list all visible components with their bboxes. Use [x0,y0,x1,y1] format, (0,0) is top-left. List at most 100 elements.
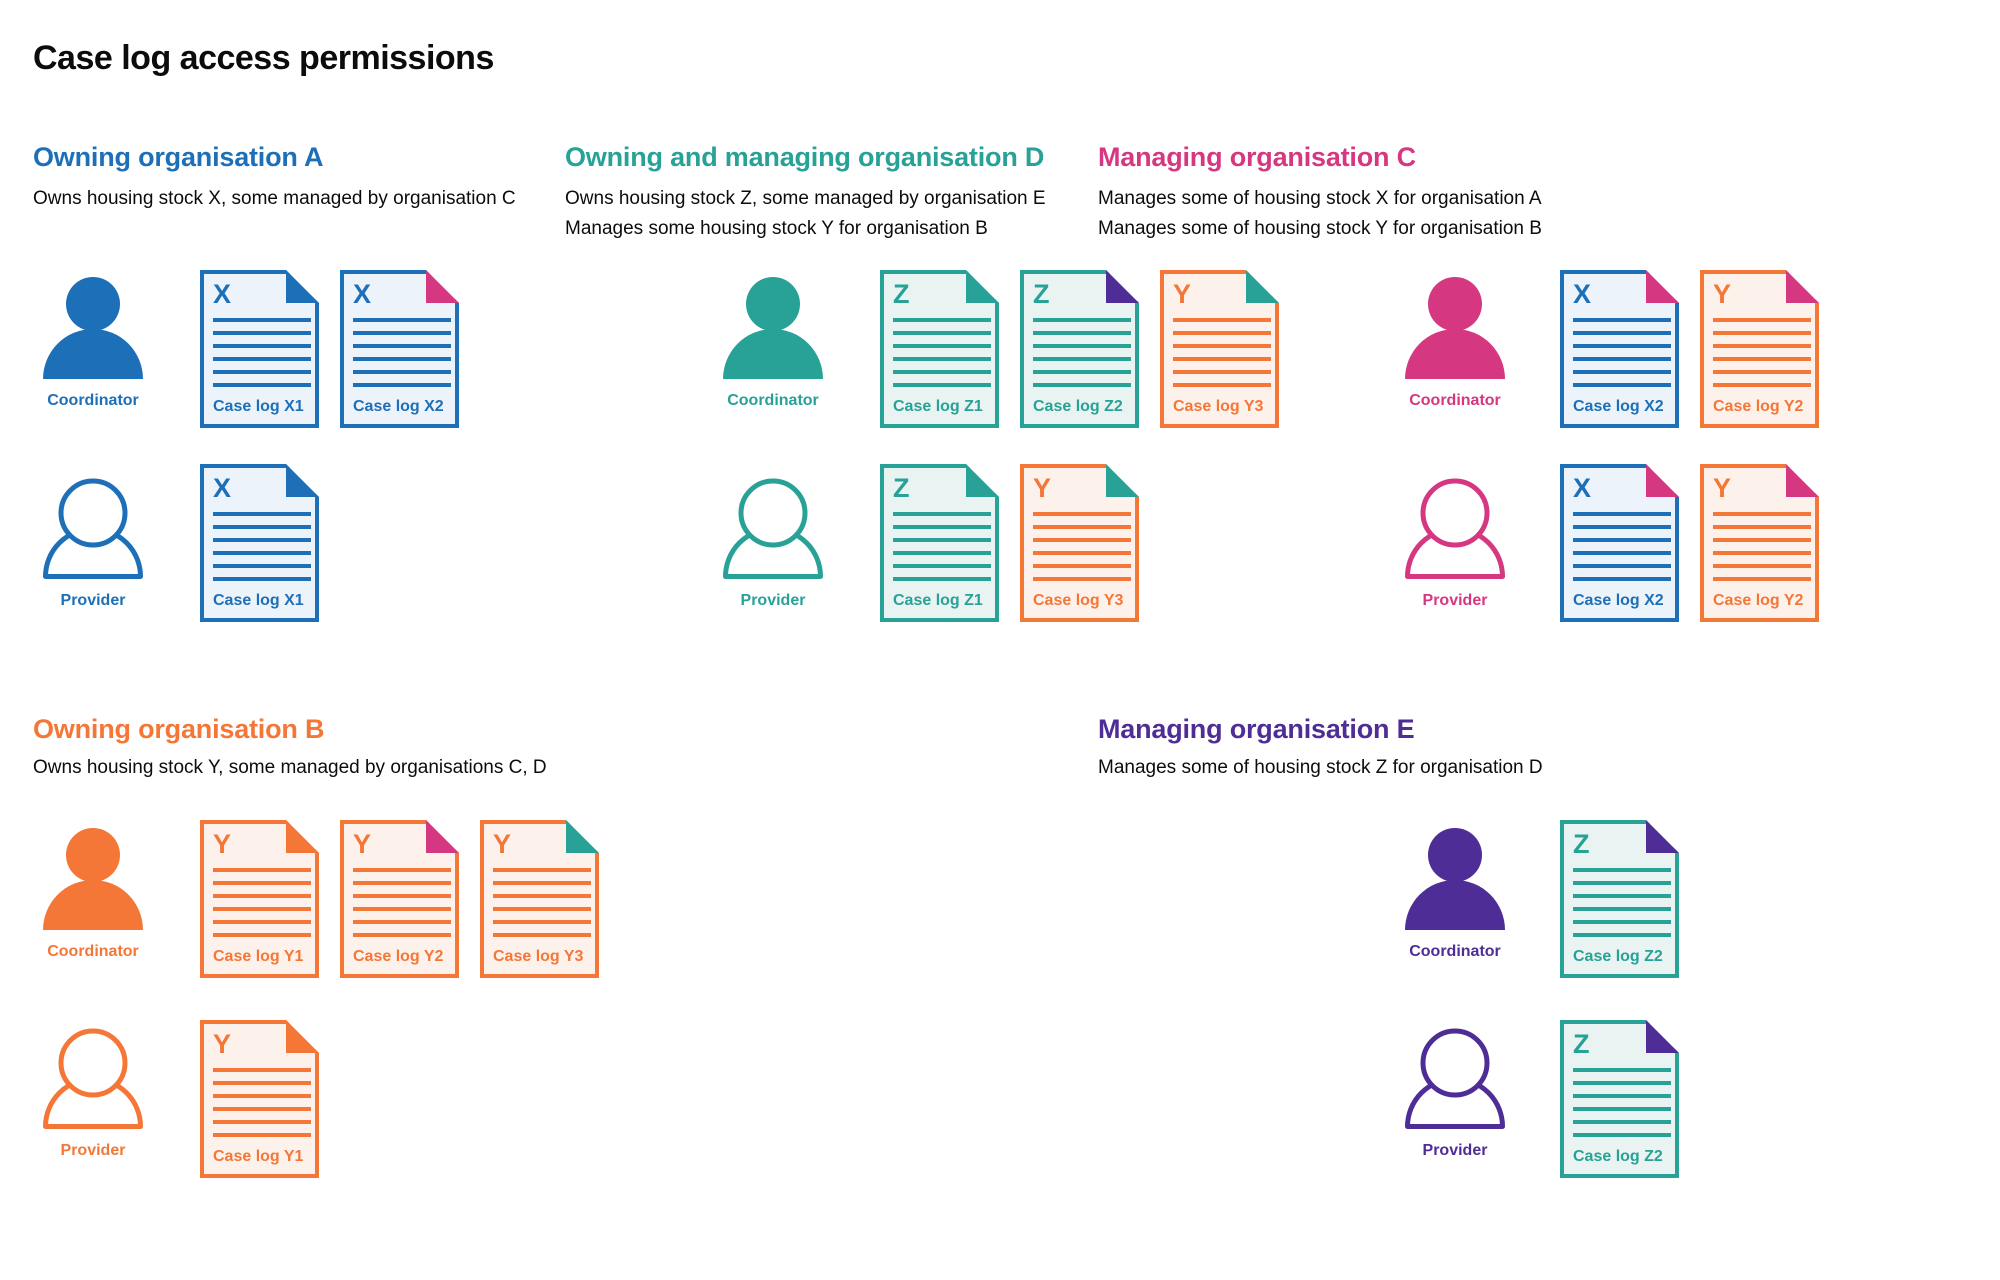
doc-label: Case log Z2 [1573,948,1663,965]
doc-text-line [1033,331,1131,335]
coordinator-person-icon [723,277,823,379]
doc-text-line [1033,577,1131,581]
doc-label: Case log X2 [1573,398,1664,415]
doc-label: Case log X1 [213,398,304,415]
doc-text-line [893,564,991,568]
doc-text-line [893,370,991,374]
doc-label: Case log X2 [353,398,444,415]
doc-text-line [1173,370,1271,374]
doc-letter: Z [893,473,910,503]
doc-text-line [213,564,311,568]
doc-text-line [213,907,311,911]
role-label: Coordinator [1409,392,1501,409]
doc-text-line [213,1094,311,1098]
org-description-line: Owns housing stock X, some managed by or… [33,188,516,209]
doc-letter: Y [213,829,232,859]
doc-text-line [1573,383,1671,387]
doc-text-line [893,383,991,387]
doc-text-lines [213,318,311,396]
doc-label: Case log Y2 [1713,592,1804,609]
case-log-doc: Y Case log Y1 [200,820,319,978]
doc-text-line [893,344,991,348]
doc-text-line [893,538,991,542]
doc-text-line [893,512,991,516]
provider-person-icon [43,478,143,579]
doc-text-line [213,1068,311,1072]
case-log-doc: Y Case log Y3 [480,820,599,978]
org-heading: Owning organisation A [33,142,324,172]
doc-text-line [213,1133,311,1137]
doc-label: Case log Z1 [893,592,983,609]
doc-text-line [213,383,311,387]
doc-letter: Z [1033,279,1050,309]
doc-text-line [1033,538,1131,542]
doc-text-line [1573,1094,1671,1098]
doc-text-line [1573,907,1671,911]
coordinator-icon-block: Coordinator [722,277,824,410]
doc-text-line [213,1120,311,1124]
doc-text-line [1033,357,1131,361]
doc-text-line [353,370,451,374]
doc-label: Case log Z1 [893,398,983,415]
provider-icon-block: Provider [42,1027,144,1160]
doc-letter: Z [1573,829,1590,859]
doc-text-line [1573,538,1671,542]
doc-text-line [213,577,311,581]
provider-person-icon [723,478,823,579]
doc-text-line [1713,318,1811,322]
doc-letter: Y [353,829,372,859]
doc-text-line [213,512,311,516]
page-title: Case log access permissions [33,39,494,77]
doc-text-line [1033,318,1131,322]
doc-label: Case log Y2 [1713,398,1804,415]
role-label: Coordinator [47,392,139,409]
doc-text-line [1573,318,1671,322]
doc-text-line [1573,1120,1671,1124]
provider-person-icon [43,1028,143,1129]
doc-letter: Y [493,829,512,859]
doc-text-line [493,920,591,924]
provider-person-icon [1405,478,1505,579]
doc-text-line [1033,525,1131,529]
org-heading: Owning organisation B [33,714,325,744]
role-label: Provider [1422,592,1488,609]
role-label: Provider [1422,1142,1488,1159]
doc-text-lines [1573,318,1671,396]
case-log-doc: Z Case log Z2 [1020,270,1139,428]
doc-text-line [893,551,991,555]
doc-text-line [1173,318,1271,322]
case-log-doc: Y Case log Y2 [1700,464,1819,622]
doc-text-lines [1573,512,1671,590]
doc-text-line [1713,383,1811,387]
doc-text-line [1573,564,1671,568]
doc-text-lines [1713,318,1811,396]
doc-text-lines [1573,868,1671,946]
doc-text-line [1033,370,1131,374]
doc-label: Case log Y1 [213,1148,304,1165]
doc-text-line [1573,1133,1671,1137]
org-description-line: Manages some of housing stock X for orga… [1098,188,1542,209]
doc-text-line [1573,894,1671,898]
case-log-doc: Z Case log Z1 [880,464,999,622]
doc-text-line [493,894,591,898]
doc-text-line [1173,357,1271,361]
doc-letter: Y [213,1029,232,1059]
doc-text-line [893,318,991,322]
doc-text-line [1573,1107,1671,1111]
doc-text-lines [213,868,311,946]
provider-person-icon [1405,1028,1505,1129]
doc-letter: Y [1713,279,1732,309]
case-log-doc: Z Case log Z2 [1560,1020,1679,1178]
doc-text-line [1573,512,1671,516]
doc-label: Case log Z2 [1573,1148,1663,1165]
doc-text-line [353,383,451,387]
case-log-doc: Y Case log Y1 [200,1020,319,1178]
case-log-doc: X Case log X2 [340,270,459,428]
doc-text-lines [213,1068,311,1146]
doc-text-line [213,1107,311,1111]
doc-text-line [893,357,991,361]
coordinator-icon-block: Coordinator [42,828,144,961]
doc-text-line [1713,551,1811,555]
doc-text-line [1713,564,1811,568]
case-log-doc: X Case log X1 [200,270,319,428]
